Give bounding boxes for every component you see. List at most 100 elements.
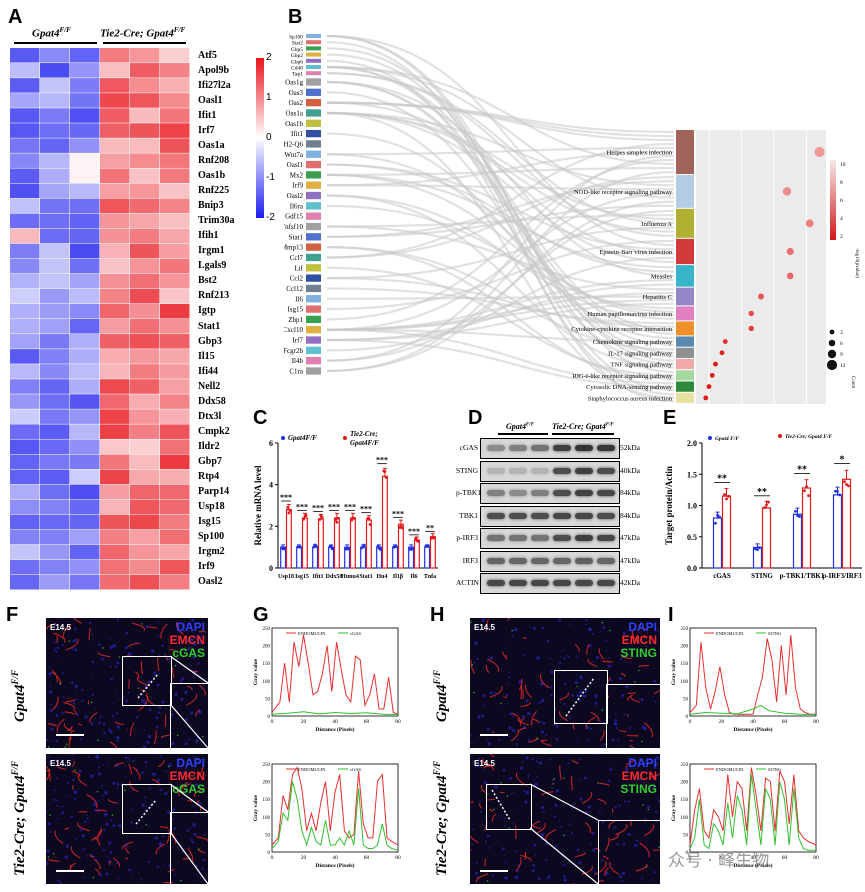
- data-point: [350, 518, 354, 522]
- plot-frame: [271, 627, 399, 717]
- data-point: [288, 508, 292, 512]
- bar: [392, 546, 399, 569]
- gene-node-label: Oas2: [289, 99, 304, 107]
- emcn-vessel: [48, 722, 57, 726]
- sankey-link: [326, 298, 675, 331]
- sankey-dot-plot: Sp100Stat2Gbp5Gbp2Gbp6Cd40Tap1Oas1gOas3O…: [284, 34, 859, 404]
- dapi-nucleus: [91, 693, 94, 697]
- dapi-nucleus: [204, 695, 206, 697]
- heatmap-group2-label: Tie2-Cre; Gpat4F/F: [100, 26, 186, 40]
- y-tick-label: 0.5: [687, 533, 697, 542]
- sankey-link: [326, 34, 675, 247]
- dapi-nucleus: [619, 657, 623, 661]
- heatmap-cell: [160, 379, 190, 394]
- dapi-nucleus: [101, 835, 103, 837]
- wb-blot-strip: [480, 460, 620, 482]
- heatmap-cell: [10, 394, 40, 409]
- dapi-nucleus: [102, 798, 104, 801]
- wb-band: [531, 445, 549, 451]
- emcn-vessel: [608, 861, 620, 875]
- dapi-nucleus: [116, 725, 121, 729]
- dapi-nucleus: [185, 718, 189, 722]
- emcn-vessel: [620, 672, 626, 677]
- heatmap-cell: [160, 439, 190, 454]
- dapi-nucleus: [140, 675, 143, 678]
- dapi-nucleus: [571, 807, 573, 810]
- dapi-nucleus: [555, 788, 560, 793]
- dapi-nucleus: [57, 867, 60, 870]
- dapi-nucleus: [578, 698, 582, 702]
- heatmap-cell: [130, 424, 160, 439]
- gene-node-label: Irf7: [293, 337, 304, 345]
- marker-signal: [59, 682, 62, 685]
- dapi-nucleus: [573, 803, 576, 806]
- emcn-vessel: [163, 881, 174, 884]
- heatmap-cell: [10, 168, 40, 183]
- bar: [721, 495, 732, 569]
- gene-node-label: Fcgr2b: [284, 347, 303, 355]
- dapi-nucleus: [577, 778, 580, 781]
- wb-band: [553, 557, 571, 564]
- gene-node: [306, 88, 321, 96]
- gene-node: [306, 346, 321, 355]
- y-tick-label: 6: [269, 439, 273, 448]
- dapi-nucleus: [171, 818, 174, 821]
- heatmap-cell: [40, 559, 70, 575]
- heatmap-cell: [130, 484, 160, 500]
- data-point: [836, 490, 839, 493]
- scale-tick-label: -1: [266, 172, 275, 183]
- heatmap-cell: [40, 484, 70, 500]
- emcn-vessel: [196, 763, 204, 779]
- emcn-vessel: [97, 651, 111, 658]
- dapi-nucleus: [86, 814, 88, 817]
- dapi-nucleus: [508, 682, 510, 685]
- heatmap-cell: [160, 559, 190, 575]
- size-legend-title: Count: [850, 376, 855, 389]
- bar: [429, 536, 436, 569]
- wb-band: [597, 467, 615, 474]
- gene-node: [306, 140, 321, 148]
- emcn-vessel: [605, 837, 610, 852]
- gene-label: Gbp7: [198, 456, 222, 468]
- heatmap-cell: [130, 123, 160, 138]
- dapi-nucleus: [102, 722, 106, 726]
- heatmap-cell: [130, 559, 160, 575]
- dapi-nucleus: [545, 733, 548, 736]
- dapi-nucleus: [621, 880, 624, 883]
- dapi-nucleus: [186, 829, 189, 832]
- dapi-nucleus: [124, 765, 127, 767]
- gene-node-label: Wnt7a: [284, 151, 304, 159]
- dapi-nucleus: [546, 845, 548, 847]
- heatmap-cell: [70, 334, 100, 349]
- heatmap-cell: [100, 303, 130, 319]
- emcn-vessel: [166, 829, 170, 844]
- emcn-vessel: [76, 822, 91, 832]
- gene-node: [306, 326, 321, 334]
- gene-label: Isg15: [198, 516, 221, 528]
- emcn-vessel: [66, 725, 73, 732]
- dapi-nucleus: [61, 644, 64, 647]
- scale-bar: [56, 870, 84, 872]
- scale-bar: [56, 734, 84, 736]
- dapi-nucleus: [97, 772, 102, 776]
- pathway-node: [676, 208, 694, 238]
- emcn-vessel: [171, 666, 175, 679]
- dapi-nucleus: [130, 808, 133, 810]
- emcn-vessel: [604, 867, 609, 877]
- heatmap-cell: [130, 544, 160, 560]
- dapi-nucleus: [61, 711, 64, 715]
- dapi-nucleus: [621, 693, 625, 697]
- emcn-vessel: [594, 860, 607, 876]
- heatmap-cell: [40, 48, 70, 63]
- dapi-nucleus: [599, 631, 601, 633]
- dapi-nucleus: [498, 841, 500, 843]
- heatmap-cell: [40, 78, 70, 93]
- dapi-nucleus: [112, 781, 116, 785]
- wb-band: [575, 557, 593, 564]
- heatmap-cell: [70, 138, 100, 153]
- y-tick-label: 200: [681, 781, 689, 786]
- dapi-nucleus: [582, 694, 587, 698]
- dapi-nucleus: [561, 864, 565, 867]
- emcn-vessel: [175, 621, 184, 635]
